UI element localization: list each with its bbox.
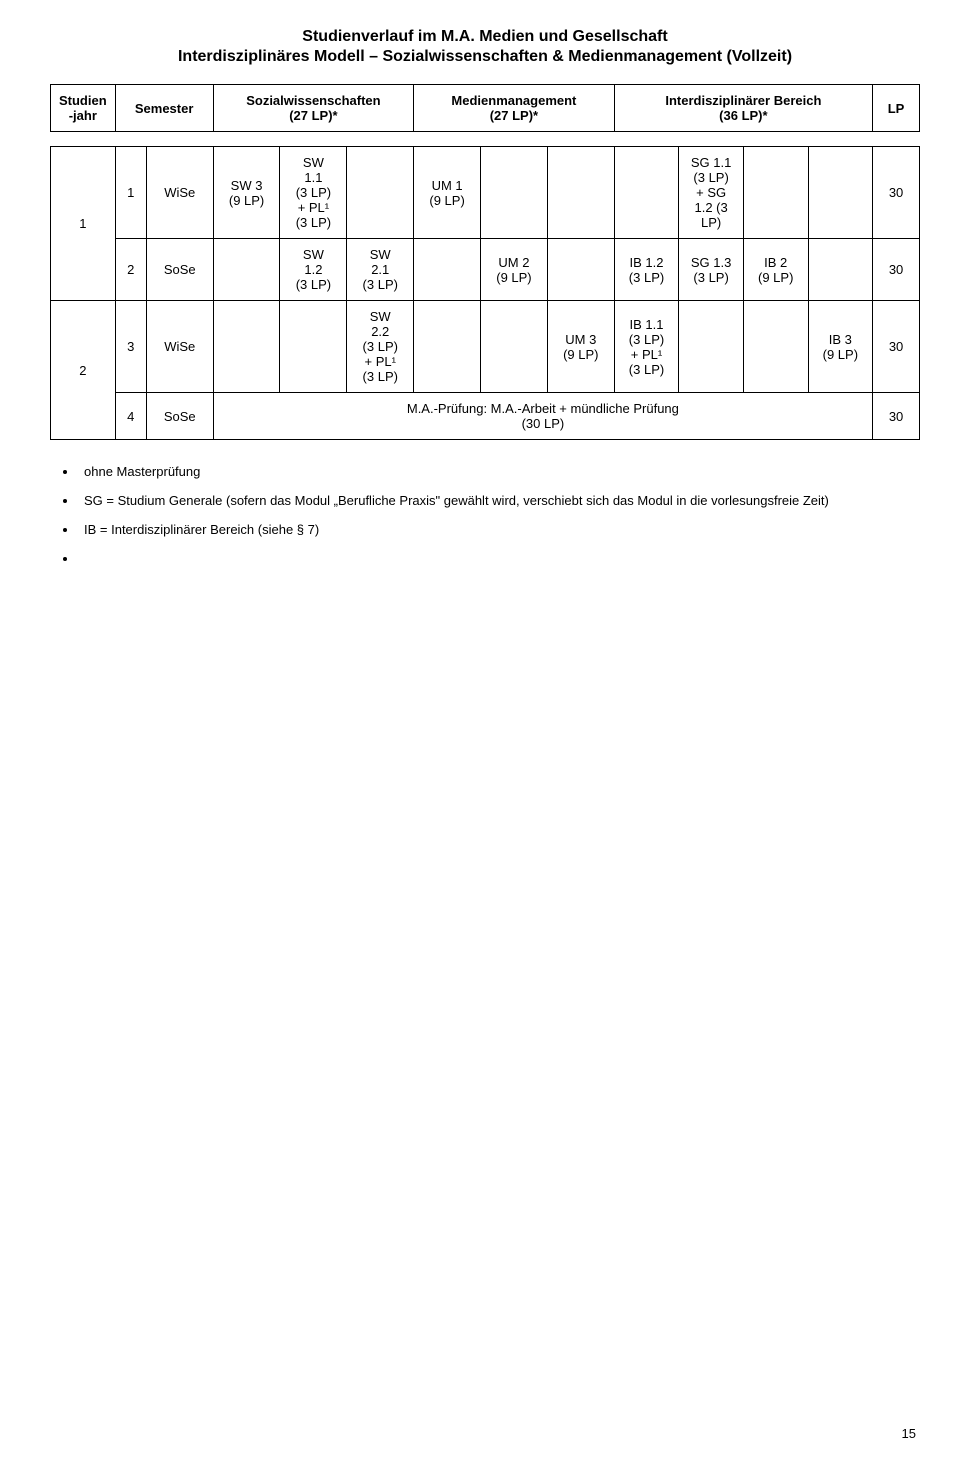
table-row: 1 1 WiSe SW 3 (9 LP) SW 1.1 (3 LP) + PL¹… <box>51 147 920 239</box>
sem-term: WiSe <box>146 147 213 239</box>
sem-num: 1 <box>115 147 146 239</box>
cell: SG 1.3 (3 LP) <box>679 239 744 301</box>
lp-cell: 30 <box>873 301 920 393</box>
list-item <box>78 551 920 566</box>
cell: SW 3 (9 LP) <box>213 147 280 239</box>
cell <box>213 301 280 393</box>
cell <box>547 239 614 301</box>
sem-term: WiSe <box>146 301 213 393</box>
cell <box>808 147 873 239</box>
sem-term: SoSe <box>146 239 213 301</box>
cell <box>614 147 679 239</box>
page-number: 15 <box>902 1426 916 1441</box>
cell <box>679 301 744 393</box>
page-title: Studienverlauf im M.A. Medien und Gesell… <box>50 28 920 46</box>
notes-list: ohne Masterprüfung SG = Studium Generale… <box>78 464 920 566</box>
cell: SW 2.2 (3 LP) + PL¹ (3 LP) <box>347 301 414 393</box>
list-item: ohne Masterprüfung <box>78 464 920 479</box>
sem-num: 4 <box>115 393 146 440</box>
cell <box>414 239 481 301</box>
header-table: Studien -jahr Semester Sozialwissenschaf… <box>50 84 920 132</box>
cell: UM 2 (9 LP) <box>481 239 548 301</box>
col-lp: LP <box>873 85 920 132</box>
lp-cell: 30 <box>873 147 920 239</box>
col-ib: Interdisziplinärer Bereich (36 LP)* <box>614 85 872 132</box>
lp-cell: 30 <box>873 239 920 301</box>
list-item: SG = Studium Generale (sofern das Modul … <box>78 493 920 508</box>
cell <box>213 239 280 301</box>
exam-cell: M.A.-Prüfung: M.A.-Arbeit + mündliche Pr… <box>213 393 873 440</box>
sem-term: SoSe <box>146 393 213 440</box>
cell: SG 1.1 (3 LP) + SG 1.2 (3 LP) <box>679 147 744 239</box>
sem-num: 3 <box>115 301 146 393</box>
cell: IB 2 (9 LP) <box>743 239 808 301</box>
cell <box>481 147 548 239</box>
cell <box>808 239 873 301</box>
table-row: 2 3 WiSe SW 2.2 (3 LP) + PL¹ (3 LP) UM 3… <box>51 301 920 393</box>
lp-cell: 30 <box>873 393 920 440</box>
cell <box>743 301 808 393</box>
year-cell: 1 <box>51 147 116 301</box>
table-row: 2 SoSe SW 1.2 (3 LP) SW 2.1 (3 LP) UM 2 … <box>51 239 920 301</box>
cell <box>547 147 614 239</box>
cell <box>414 301 481 393</box>
cell <box>481 301 548 393</box>
col-semester: Semester <box>115 85 213 132</box>
cell: IB 3 (9 LP) <box>808 301 873 393</box>
table-row: 4 SoSe M.A.-Prüfung: M.A.-Arbeit + mündl… <box>51 393 920 440</box>
col-mm: Medienmanagement (27 LP)* <box>414 85 615 132</box>
list-item: IB = Interdisziplinärer Bereich (siehe §… <box>78 522 920 537</box>
cell <box>280 301 347 393</box>
col-studienjahr: Studien -jahr <box>51 85 116 132</box>
col-sw: Sozialwissenschaften (27 LP)* <box>213 85 413 132</box>
cell: IB 1.2 (3 LP) <box>614 239 679 301</box>
year-cell: 2 <box>51 301 116 440</box>
body-table: 1 1 WiSe SW 3 (9 LP) SW 1.1 (3 LP) + PL¹… <box>50 146 920 440</box>
cell: UM 1 (9 LP) <box>414 147 481 239</box>
cell: SW 2.1 (3 LP) <box>347 239 414 301</box>
cell <box>743 147 808 239</box>
sem-num: 2 <box>115 239 146 301</box>
cell: UM 3 (9 LP) <box>547 301 614 393</box>
cell: SW 1.2 (3 LP) <box>280 239 347 301</box>
page-subtitle: Interdisziplinäres Modell – Sozialwissen… <box>50 48 920 66</box>
cell: IB 1.1 (3 LP) + PL¹ (3 LP) <box>614 301 679 393</box>
cell: SW 1.1 (3 LP) + PL¹ (3 LP) <box>280 147 347 239</box>
cell <box>347 147 414 239</box>
